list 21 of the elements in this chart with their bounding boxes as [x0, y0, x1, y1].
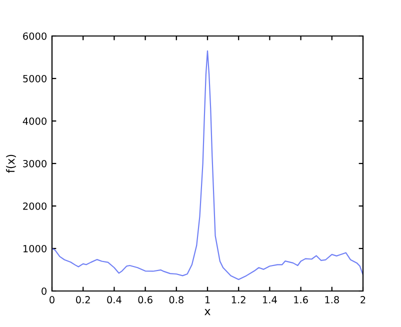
- y-tick-label: 1000: [23, 244, 46, 252]
- x-tick-label: 0: [50, 296, 54, 304]
- x-tick-label: 0.8: [169, 296, 184, 304]
- x-tick-label: 1.4: [263, 296, 277, 304]
- y-tick-label: 0: [42, 287, 46, 295]
- x-tick-label: 0.2: [76, 296, 90, 304]
- line-series: [52, 50, 363, 280]
- x-tick-label: 1.8: [325, 296, 339, 304]
- x-tick-label: 0.4: [107, 296, 122, 304]
- y-tick-label: 3000: [23, 160, 46, 168]
- x-tick-label: 2: [360, 296, 366, 304]
- y-tick-label: 2000: [23, 202, 46, 210]
- y-tick-label: 5000: [23, 74, 46, 82]
- x-tick-label: 1.2: [232, 296, 246, 304]
- x-tick-label: 1.6: [294, 296, 308, 304]
- y-tick-label: 4000: [22, 117, 46, 125]
- x-axis-title: x: [204, 309, 210, 316]
- x-tick-label: 0.6: [138, 296, 152, 304]
- y-axis-title: f(x): [6, 154, 16, 173]
- x-tick-label: 1: [205, 296, 210, 304]
- y-tick-label: 6000: [23, 32, 46, 40]
